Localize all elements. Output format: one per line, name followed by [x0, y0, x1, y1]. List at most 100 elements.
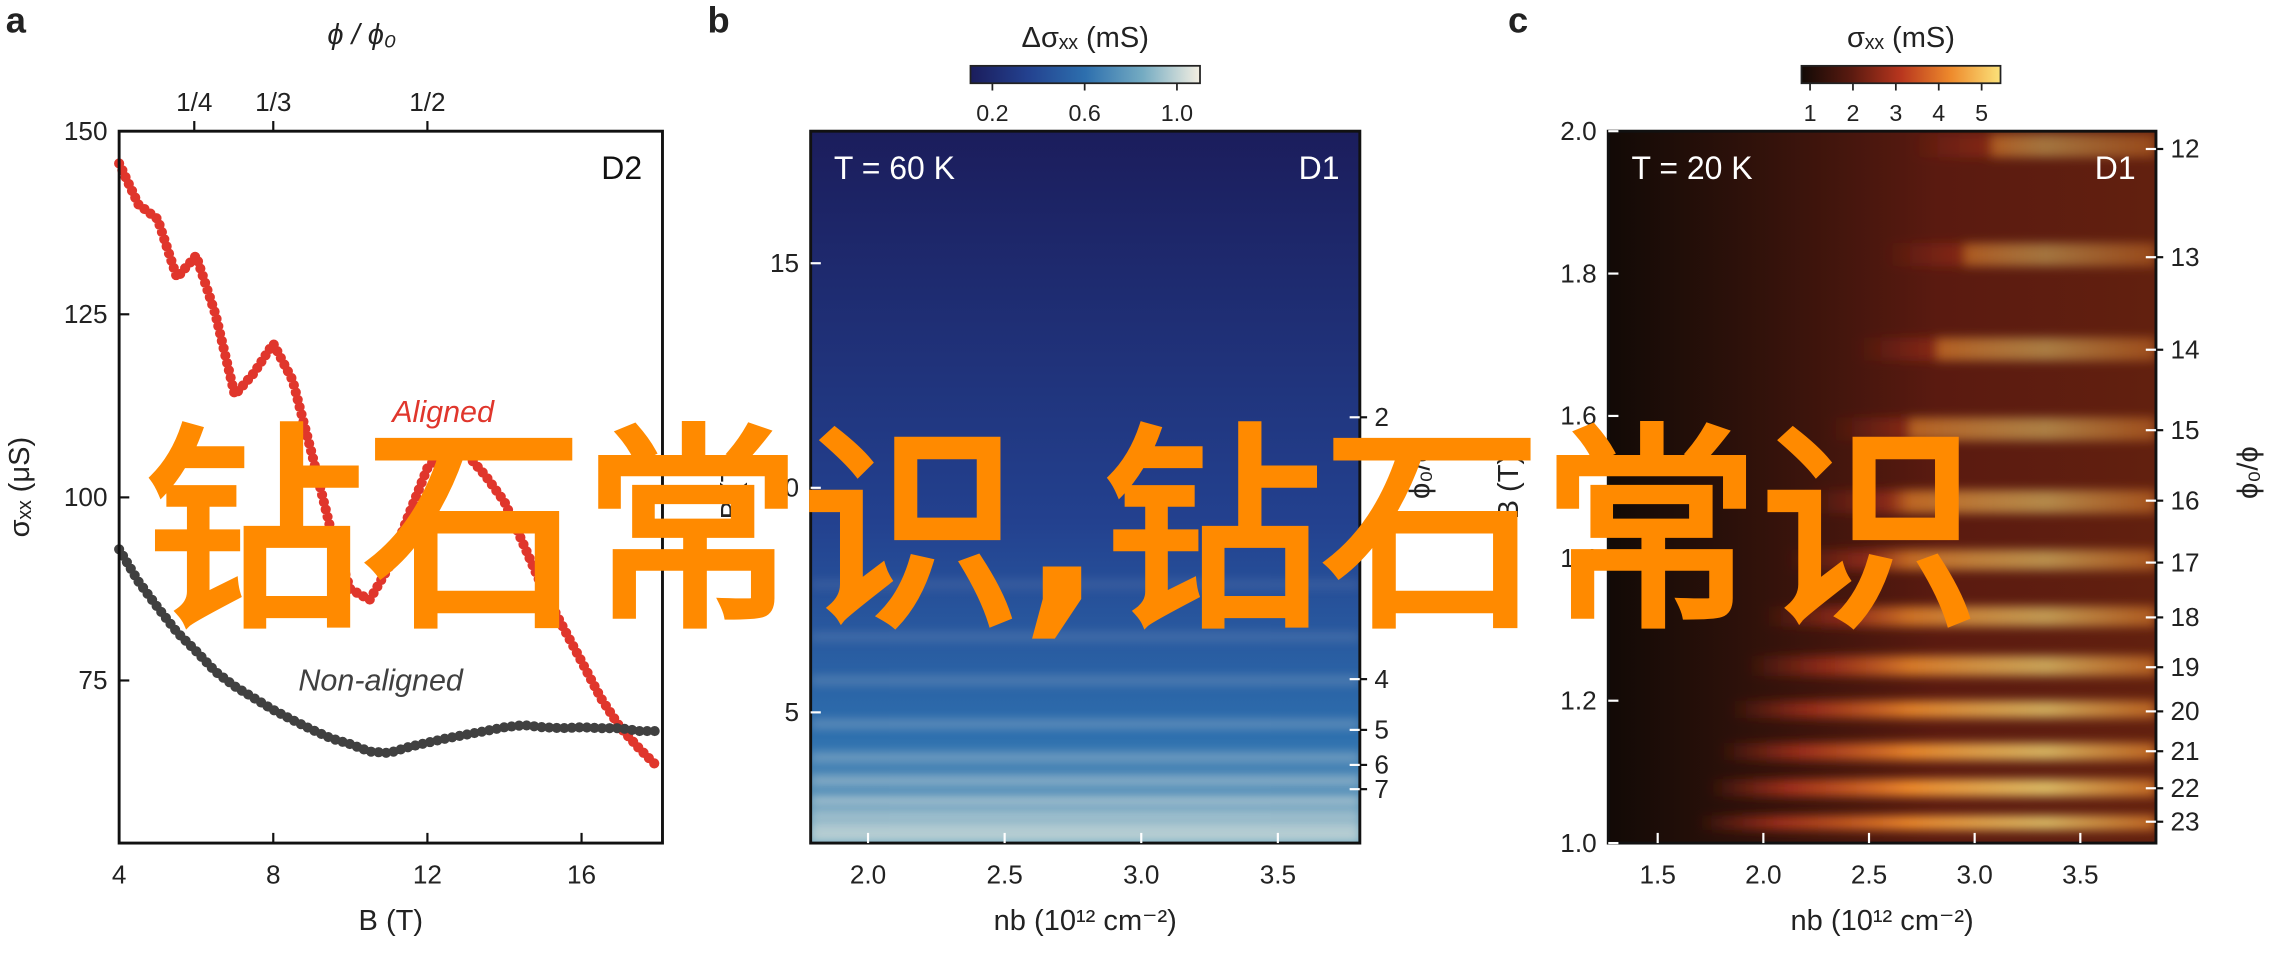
y-tick-label: 100: [64, 482, 108, 512]
x-tick-label: 16: [567, 860, 596, 890]
y2-tick-label: 6: [1374, 750, 1389, 780]
x-tick-label: 2.5: [1851, 860, 1887, 890]
x-tick-label: 2.0: [850, 860, 886, 890]
heatmap-stripe: [810, 719, 1360, 729]
y-tick-label: 1.4: [1560, 543, 1596, 573]
data-line: [114, 158, 664, 773]
heatmap: [810, 131, 1360, 844]
colorbar-tick-label: 1.0: [1161, 100, 1193, 126]
series-label: Aligned: [390, 395, 495, 429]
x2-tick-label: 1/3: [255, 87, 291, 117]
heatmap: [1608, 131, 2156, 844]
heatmap-stripe: [1608, 606, 2156, 627]
y-tick-label: 125: [64, 299, 108, 329]
x-tick-label: 4: [112, 860, 127, 890]
heatmap-stripe: [810, 776, 1360, 785]
heatmap-stripe: [1608, 655, 2156, 676]
heatmap-stripe: [1608, 779, 2156, 797]
panel-label: a: [6, 0, 27, 40]
heatmap-stripe: [1608, 742, 2156, 761]
annotation: D1: [1299, 150, 1340, 186]
y2-tick-label: 16: [2170, 485, 2199, 515]
heatmap-stripe: [810, 632, 1360, 642]
annotation: T = 20 K: [1632, 150, 1753, 186]
x-tick-label: 12: [413, 860, 442, 890]
x-tick-label: 2.0: [1745, 860, 1781, 890]
colorbar-tick-label: 0.6: [1069, 100, 1101, 126]
x-axis-label: nb (10¹² cm⁻²): [994, 905, 1177, 937]
colorbar-label: Δσₓₓ (mS): [1022, 22, 1149, 54]
annotation: D2: [601, 150, 642, 186]
y2-tick-label: 22: [2170, 773, 2199, 803]
plot-frame: [1606, 129, 2158, 845]
y-tick-label: 1.2: [1560, 685, 1596, 715]
heatmap-stripe: [1608, 134, 2156, 158]
heatmap-stripe: [810, 580, 1360, 589]
series-label: Non-aligned: [298, 664, 464, 698]
annotation: D1: [2095, 150, 2136, 186]
y-tick-label: 1.8: [1560, 258, 1596, 288]
y-tick-label: 75: [78, 665, 107, 695]
colorbar-tick-label: 4: [1932, 100, 1945, 126]
y-tick-label: 150: [64, 116, 108, 146]
heatmap-stripe: [810, 753, 1360, 761]
y2-tick-label: 2: [1374, 402, 1389, 432]
x-tick-label: 1.5: [1640, 860, 1676, 890]
colorbar-tick-label: 2: [1846, 100, 1859, 126]
heatmap-stripe: [810, 812, 1360, 819]
panel-label: b: [708, 0, 730, 40]
x-tick-label: 3.0: [1956, 860, 1992, 890]
y2-axis-label: ϕ₀/ϕ: [1405, 446, 1437, 499]
x-tick-label: 8: [266, 860, 281, 890]
x2-tick-label: 1/2: [409, 87, 445, 117]
y-axis-label: B (T): [716, 455, 748, 520]
y2-tick-label: 18: [2170, 602, 2199, 632]
heatmap-stripe: [1608, 815, 2156, 830]
y2-tick-label: 5: [1374, 715, 1389, 745]
watermark: 钻石常识,钻石常识: [145, 407, 1978, 660]
colorbar-tick-label: 0.2: [976, 100, 1008, 126]
y2-tick-label: 23: [2170, 806, 2199, 836]
heatmap-stripe: [1608, 490, 2156, 514]
data-line: [114, 544, 664, 759]
heatmap-stripe: [810, 675, 1360, 685]
x-tick-label: 3.5: [1260, 860, 1296, 890]
y2-tick-label: 17: [2170, 547, 2199, 577]
x-axis-label: nb (10¹² cm⁻²): [1791, 905, 1974, 937]
heatmap-stripe: [810, 824, 1360, 830]
y2-tick-label: 14: [2170, 334, 2199, 364]
y2-axis-label: ϕ₀/ϕ: [2233, 446, 2265, 499]
x2-axis-label: ϕ / ϕ₀: [327, 19, 396, 51]
heatmap-stripe: [810, 797, 1360, 805]
x-tick-label: 3.5: [2062, 860, 2098, 890]
y2-tick-label: 4: [1374, 664, 1389, 694]
y2-tick-label: 13: [2170, 242, 2199, 272]
y2-tick-label: 20: [2170, 696, 2199, 726]
y-tick-label: 15: [770, 248, 799, 278]
plot-frame: [117, 129, 664, 845]
y-tick-label: 1.6: [1560, 401, 1596, 431]
y2-tick-label: 15: [2170, 415, 2199, 445]
y-tick-label: 5: [784, 697, 799, 727]
colorbar: [1800, 64, 2002, 85]
heatmap-stripe: [1608, 549, 2156, 570]
panel-label: c: [1508, 0, 1528, 40]
heatmap-stripe: [810, 832, 1360, 839]
colorbar-tick-label: 3: [1889, 100, 1902, 126]
heatmap-stripe: [1608, 700, 2156, 719]
y2-tick-label: 7: [1374, 774, 1389, 804]
y2-tick-label: 12: [2170, 134, 2199, 164]
y2-tick-label: 19: [2170, 652, 2199, 682]
colorbar: [969, 64, 1201, 85]
y-tick-label: 1.0: [1560, 828, 1596, 858]
y-tick-label: 10: [770, 473, 799, 503]
heatmap-stripe: [1608, 417, 2156, 441]
x2-tick-label: 1/4: [176, 87, 212, 117]
colorbar-tick-label: 5: [1975, 100, 1988, 126]
y-axis-label: σₓₓ (μS): [4, 437, 36, 538]
x-tick-label: 2.5: [986, 860, 1022, 890]
colorbar-label: σₓₓ (mS): [1847, 22, 1955, 54]
y-tick-label: 2.0: [1560, 116, 1596, 146]
